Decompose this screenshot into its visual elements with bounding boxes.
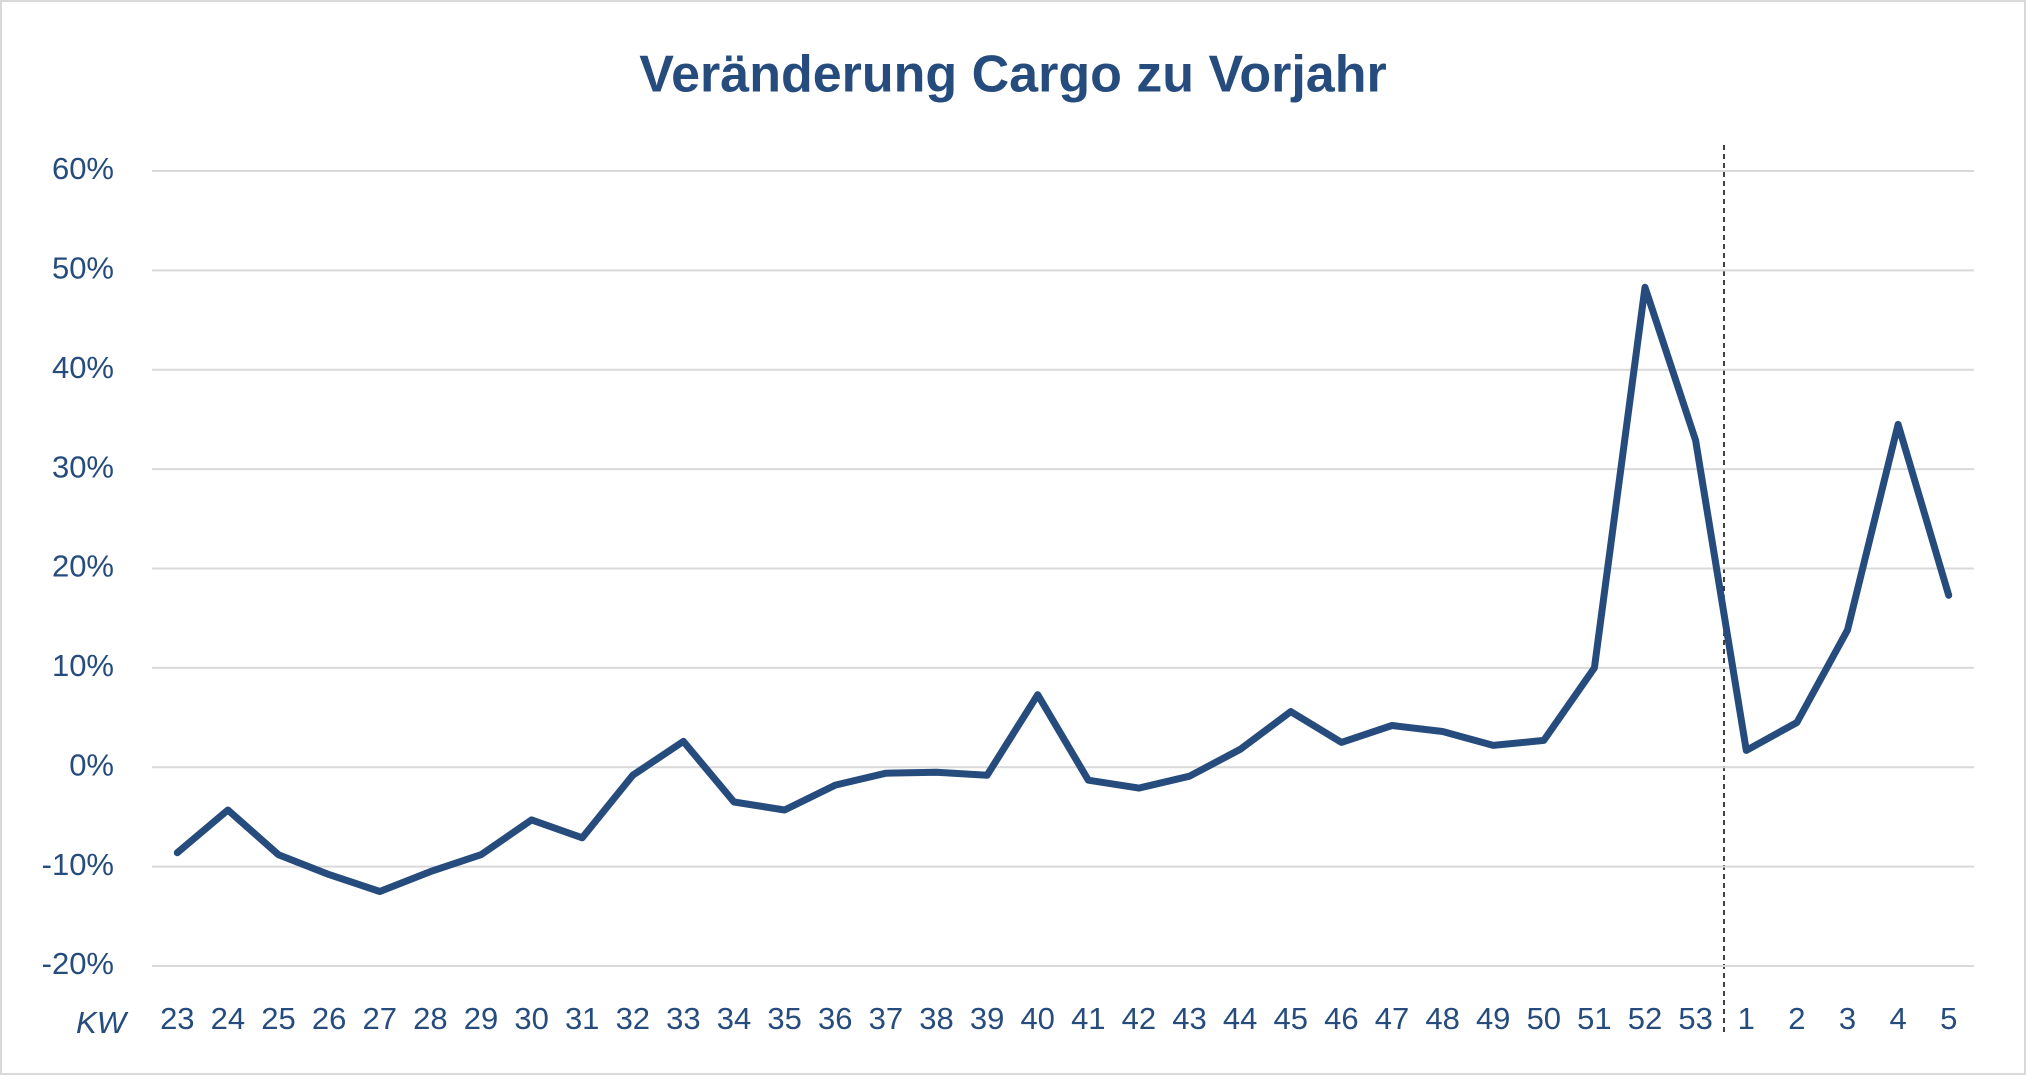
x-tick-label: 29 bbox=[464, 1001, 498, 1036]
x-tick-label: 4 bbox=[1889, 1001, 1906, 1036]
x-tick-label: 1 bbox=[1738, 1001, 1755, 1036]
x-tick-label: 36 bbox=[818, 1001, 852, 1036]
y-tick-label: 60% bbox=[52, 151, 114, 186]
y-tick-label: -10% bbox=[42, 847, 114, 882]
x-tick-label: 42 bbox=[1122, 1001, 1156, 1036]
x-tick-label: 52 bbox=[1628, 1001, 1662, 1036]
x-tick-label: 45 bbox=[1274, 1001, 1308, 1036]
y-tick-label: -20% bbox=[42, 946, 114, 981]
x-tick-label: 23 bbox=[160, 1001, 194, 1036]
x-tick-label: 46 bbox=[1324, 1001, 1358, 1036]
x-tick-label: 37 bbox=[869, 1001, 903, 1036]
x-tick-label: 50 bbox=[1527, 1001, 1561, 1036]
x-tick-label: 5 bbox=[1940, 1001, 1957, 1036]
y-tick-label: 10% bbox=[52, 648, 114, 683]
x-tick-label: 49 bbox=[1476, 1001, 1510, 1036]
y-tick-label: 30% bbox=[52, 449, 114, 484]
x-tick-label: 2 bbox=[1788, 1001, 1805, 1036]
x-tick-label: 39 bbox=[970, 1001, 1004, 1036]
x-tick-label: 40 bbox=[1020, 1001, 1054, 1036]
y-tick-label: 20% bbox=[52, 549, 114, 584]
x-tick-label: 32 bbox=[616, 1001, 650, 1036]
y-tick-label: 40% bbox=[52, 350, 114, 385]
x-tick-label: 28 bbox=[413, 1001, 447, 1036]
x-tick-label: 48 bbox=[1425, 1001, 1459, 1036]
chart-title: Veränderung Cargo zu Vorjahr bbox=[639, 46, 1386, 104]
x-tick-label: 53 bbox=[1678, 1001, 1712, 1036]
x-tick-label: 25 bbox=[261, 1001, 295, 1036]
x-tick-label: 47 bbox=[1375, 1001, 1409, 1036]
x-tick-label: 26 bbox=[312, 1001, 346, 1036]
x-axis-label: KW bbox=[76, 1005, 129, 1040]
x-tick-label: 35 bbox=[767, 1001, 801, 1036]
x-tick-label: 34 bbox=[717, 1001, 751, 1036]
x-tick-label: 27 bbox=[363, 1001, 397, 1036]
x-tick-label: 43 bbox=[1172, 1001, 1206, 1036]
x-tick-label: 51 bbox=[1577, 1001, 1611, 1036]
y-tick-label: 0% bbox=[69, 747, 114, 782]
y-tick-label: 50% bbox=[52, 251, 114, 286]
x-tick-label: 33 bbox=[666, 1001, 700, 1036]
x-tick-label: 24 bbox=[211, 1001, 245, 1036]
x-tick-label: 38 bbox=[919, 1001, 953, 1036]
x-tick-label: 44 bbox=[1223, 1001, 1257, 1036]
x-tick-label: 31 bbox=[565, 1001, 599, 1036]
data-line bbox=[173, 283, 1953, 895]
x-tick-label: 30 bbox=[514, 1001, 548, 1036]
x-tick-label: 41 bbox=[1071, 1001, 1105, 1036]
x-tick-label: 3 bbox=[1839, 1001, 1856, 1036]
